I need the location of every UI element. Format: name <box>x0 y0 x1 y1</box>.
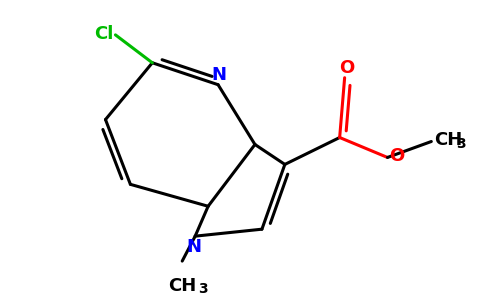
Text: Cl: Cl <box>94 25 113 43</box>
Text: CH: CH <box>434 130 463 148</box>
Text: 3: 3 <box>456 137 466 152</box>
Text: O: O <box>339 59 354 77</box>
Text: CH: CH <box>168 277 197 295</box>
Text: O: O <box>390 147 405 165</box>
Text: N: N <box>187 238 202 256</box>
Text: N: N <box>212 66 227 84</box>
Text: 3: 3 <box>198 282 208 296</box>
